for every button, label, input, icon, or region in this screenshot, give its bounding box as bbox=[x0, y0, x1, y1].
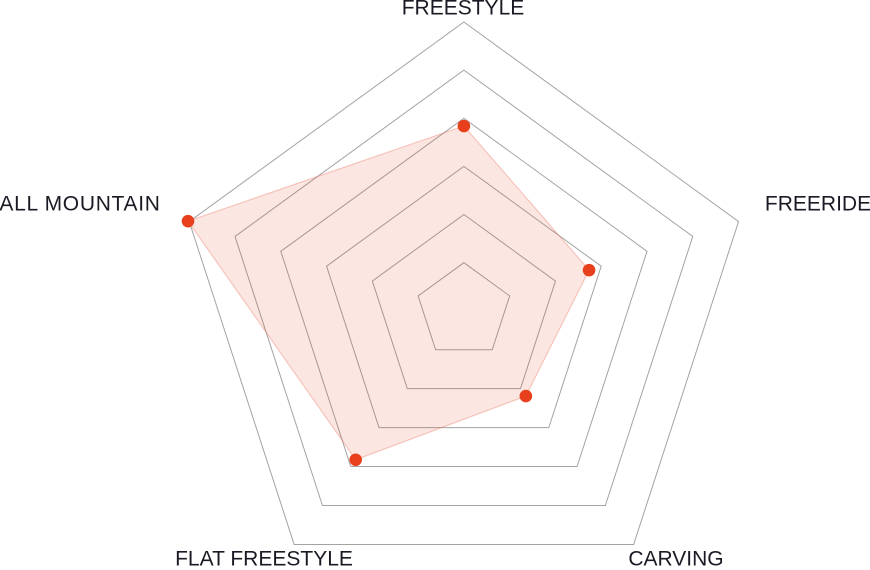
svg-text:CARVING: CARVING bbox=[628, 548, 723, 570]
svg-text:FREERIDE: FREERIDE bbox=[765, 193, 870, 216]
svg-text:ALL MOUNTAIN: ALL MOUNTAIN bbox=[0, 193, 161, 216]
svg-text:FLAT FREESTYLE: FLAT FREESTYLE bbox=[175, 548, 353, 570]
svg-text:FREESTYLE: FREESTYLE bbox=[402, 0, 525, 20]
